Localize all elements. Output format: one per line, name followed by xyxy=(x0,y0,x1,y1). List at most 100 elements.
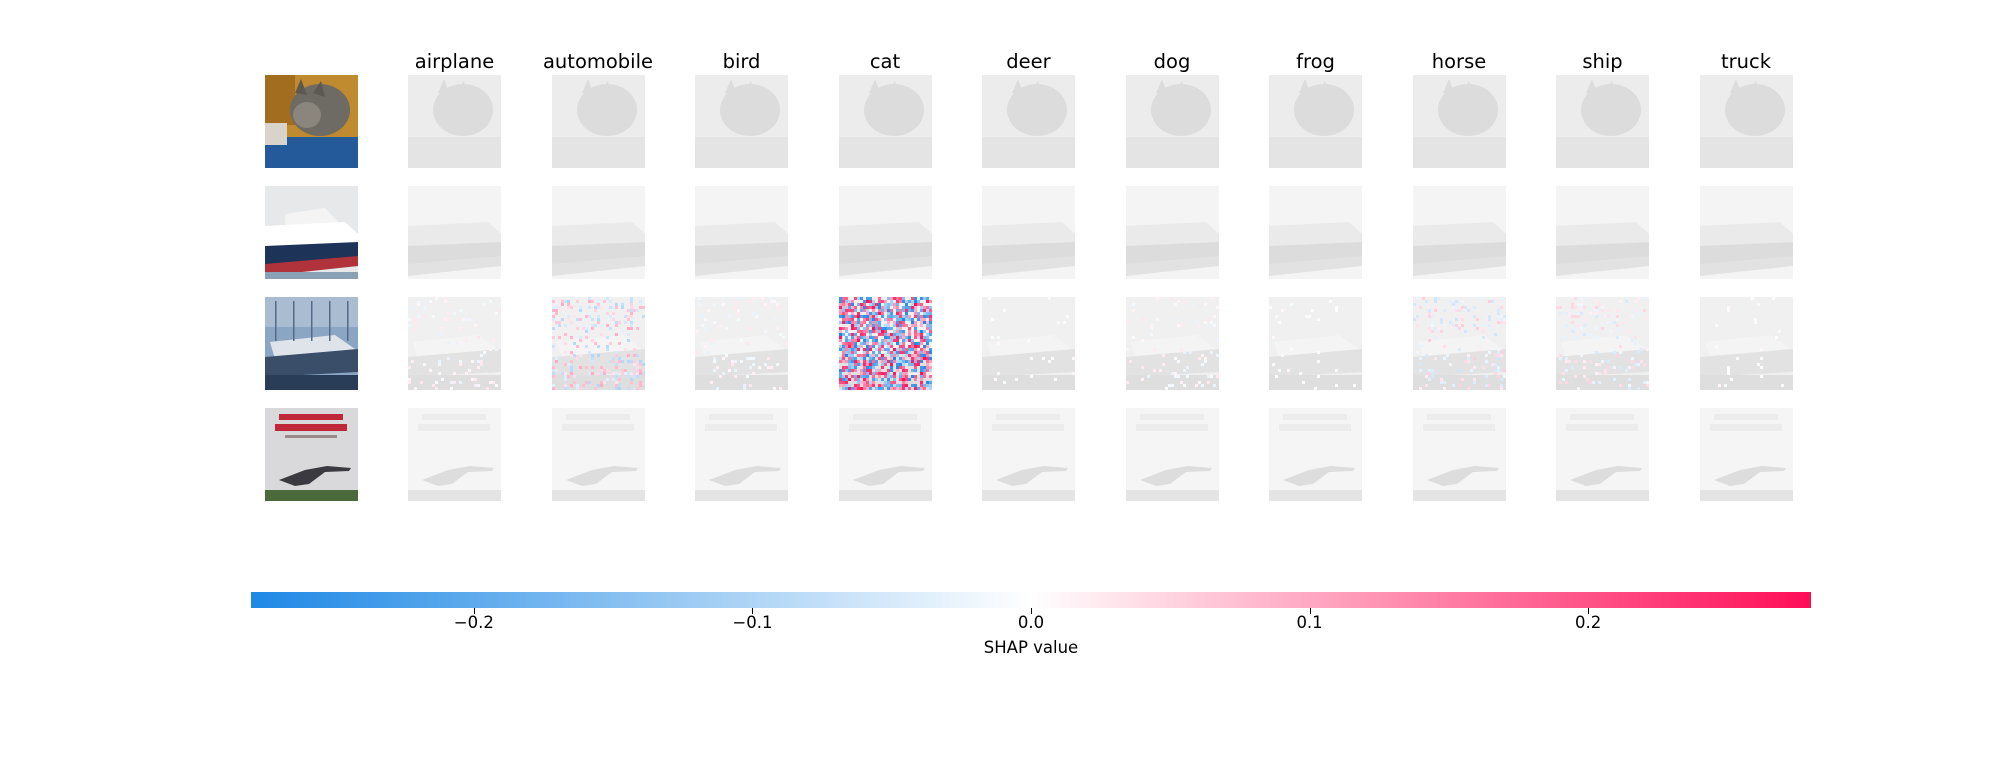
boat-image-icon-graphic xyxy=(265,297,358,390)
shap-map xyxy=(1125,75,1219,168)
shap-tile xyxy=(1269,75,1362,168)
shap-tile xyxy=(1556,408,1649,501)
shap-map xyxy=(1699,75,1793,168)
shap-map xyxy=(1699,297,1793,390)
shap-map xyxy=(1556,186,1649,279)
shap-map xyxy=(1412,297,1506,390)
shap-map xyxy=(838,186,932,279)
shap-map xyxy=(408,75,501,168)
colorbar-tick xyxy=(752,608,754,614)
shap-tile xyxy=(982,186,1075,279)
shap-tile xyxy=(1556,75,1649,168)
shap-pixels xyxy=(988,297,1075,384)
shap-map xyxy=(695,186,788,279)
shap-tile xyxy=(1125,408,1219,501)
shap-map xyxy=(1412,186,1506,279)
shap-map xyxy=(695,75,788,168)
shap-tile xyxy=(695,186,788,279)
shap-tile xyxy=(1556,297,1649,390)
shap-tile xyxy=(1412,75,1506,168)
shap-tile xyxy=(408,75,501,168)
shap-map xyxy=(1269,297,1362,390)
shap-tile xyxy=(1699,408,1793,501)
shap-map xyxy=(1699,408,1793,501)
shap-map xyxy=(1556,297,1649,390)
colorbar-tick-label: −0.1 xyxy=(732,613,773,632)
shap-map xyxy=(551,408,645,501)
shap-tile xyxy=(551,75,645,168)
shap-tile xyxy=(408,297,501,390)
shap-tile xyxy=(838,297,932,390)
shap-pixels xyxy=(1125,297,1219,390)
shap-tile xyxy=(1125,186,1219,279)
shap-tile xyxy=(1699,186,1793,279)
class-label: dog xyxy=(1153,50,1191,73)
shap-pixels xyxy=(1714,297,1784,387)
colorbar-tick xyxy=(1588,608,1590,614)
shap-tile xyxy=(551,186,645,279)
shap-tile xyxy=(1269,186,1362,279)
shap-pixels xyxy=(551,297,645,390)
boat-image-icon xyxy=(265,297,358,390)
class-label: ship xyxy=(1582,50,1623,73)
shap-pixels xyxy=(1269,300,1356,390)
shap-map xyxy=(551,297,645,390)
colorbar-tick xyxy=(1031,608,1032,614)
shap-map xyxy=(1269,408,1362,501)
shap-pixels xyxy=(838,297,932,390)
class-label: cat xyxy=(869,50,901,73)
shap-map xyxy=(982,75,1075,168)
class-label: frog xyxy=(1296,50,1335,73)
shap-map xyxy=(1556,75,1649,168)
shap-tile xyxy=(982,408,1075,501)
shap-tile xyxy=(1412,297,1506,390)
shap-map xyxy=(1125,297,1219,390)
shap-map xyxy=(838,408,932,501)
shap-map xyxy=(551,75,645,168)
ship-image-icon xyxy=(265,186,358,279)
colorbar-tick xyxy=(1309,608,1311,614)
shap-map xyxy=(1412,75,1506,168)
shap-map xyxy=(1556,408,1649,501)
shap-pixels xyxy=(1556,297,1649,390)
shap-pixels xyxy=(695,297,788,390)
shap-tile xyxy=(551,408,645,501)
colorbar-tick xyxy=(473,608,475,614)
shap-tile xyxy=(838,408,932,501)
colorbar-tick-label: 0.2 xyxy=(1575,613,1602,632)
shap-tile xyxy=(408,408,501,501)
shap-tile xyxy=(1699,297,1793,390)
shap-map xyxy=(982,408,1075,501)
cat-image-icon-graphic xyxy=(265,75,358,168)
shap-tile xyxy=(1125,75,1219,168)
shap-tile xyxy=(1269,408,1362,501)
shap-map xyxy=(838,75,932,168)
class-label: automobile xyxy=(542,50,654,73)
colorbar xyxy=(251,592,1811,608)
shap-pixels xyxy=(1412,297,1506,390)
ship-image-icon-graphic xyxy=(265,186,358,279)
cat-image-icon xyxy=(265,75,358,168)
shap-map xyxy=(838,297,932,390)
shap-map xyxy=(1125,408,1219,501)
class-label: deer xyxy=(1006,50,1051,73)
shap-map xyxy=(1269,186,1362,279)
shap-tile xyxy=(1412,186,1506,279)
shap-map xyxy=(408,297,501,390)
shap-tile xyxy=(1699,75,1793,168)
shap-map xyxy=(982,186,1075,279)
colorbar-tick-label: −0.2 xyxy=(453,613,494,632)
shap-tile xyxy=(982,297,1075,390)
colorbar-tick-label: 0.1 xyxy=(1296,613,1323,632)
shap-map xyxy=(1125,186,1219,279)
shap-map xyxy=(695,408,788,501)
shap-map xyxy=(408,408,501,501)
shap-map xyxy=(1699,186,1793,279)
shap-tile xyxy=(1269,297,1362,390)
shap-map xyxy=(695,297,788,390)
shap-map xyxy=(408,186,501,279)
class-label: airplane xyxy=(414,50,495,73)
shap-tile xyxy=(695,75,788,168)
colorbar-tick-label: 0.0 xyxy=(1017,613,1045,632)
